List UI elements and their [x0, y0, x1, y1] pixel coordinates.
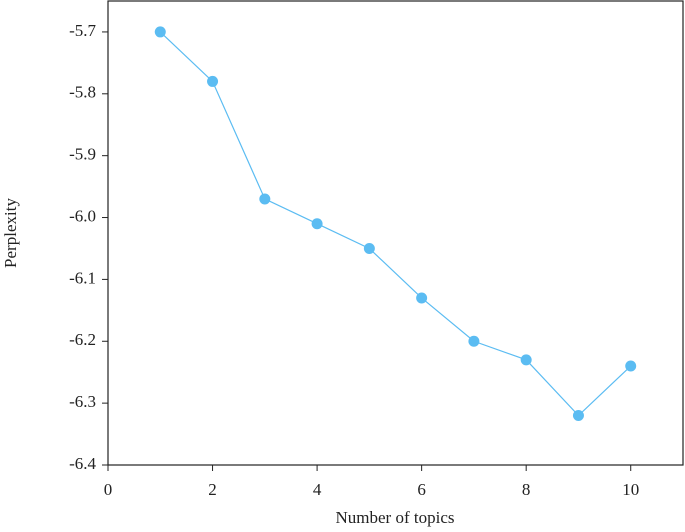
y-tick-label: -6.3 — [69, 392, 96, 411]
marker — [416, 292, 428, 304]
y-tick-label: -5.8 — [69, 83, 96, 102]
marker — [468, 335, 480, 347]
x-tick-label: 6 — [417, 480, 426, 499]
y-axis-label: Perplexity — [1, 198, 20, 268]
marker — [207, 75, 219, 87]
plot-frame — [107, 0, 684, 466]
marker — [259, 193, 271, 205]
y-tick-label: -6.1 — [69, 268, 96, 287]
y-tick-label: -6.0 — [69, 206, 96, 225]
x-axis-label: Number of topics — [336, 508, 455, 527]
y-tick-label: -6.2 — [69, 330, 96, 349]
x-tick-label: 2 — [208, 480, 217, 499]
marker — [154, 26, 166, 38]
y-tick-label: -5.9 — [69, 145, 96, 164]
x-tick-label: 8 — [522, 480, 531, 499]
y-tick-label: -5.7 — [69, 21, 96, 40]
x-tick-label: 10 — [622, 480, 639, 499]
x-tick-label: 0 — [104, 480, 113, 499]
marker — [625, 360, 637, 372]
x-tick-label: 4 — [313, 480, 322, 499]
marker — [363, 242, 375, 254]
line — [159, 31, 632, 417]
marker — [520, 354, 532, 366]
marker — [311, 218, 323, 230]
marker — [572, 410, 584, 422]
y-tick-label: -6.4 — [69, 454, 96, 473]
